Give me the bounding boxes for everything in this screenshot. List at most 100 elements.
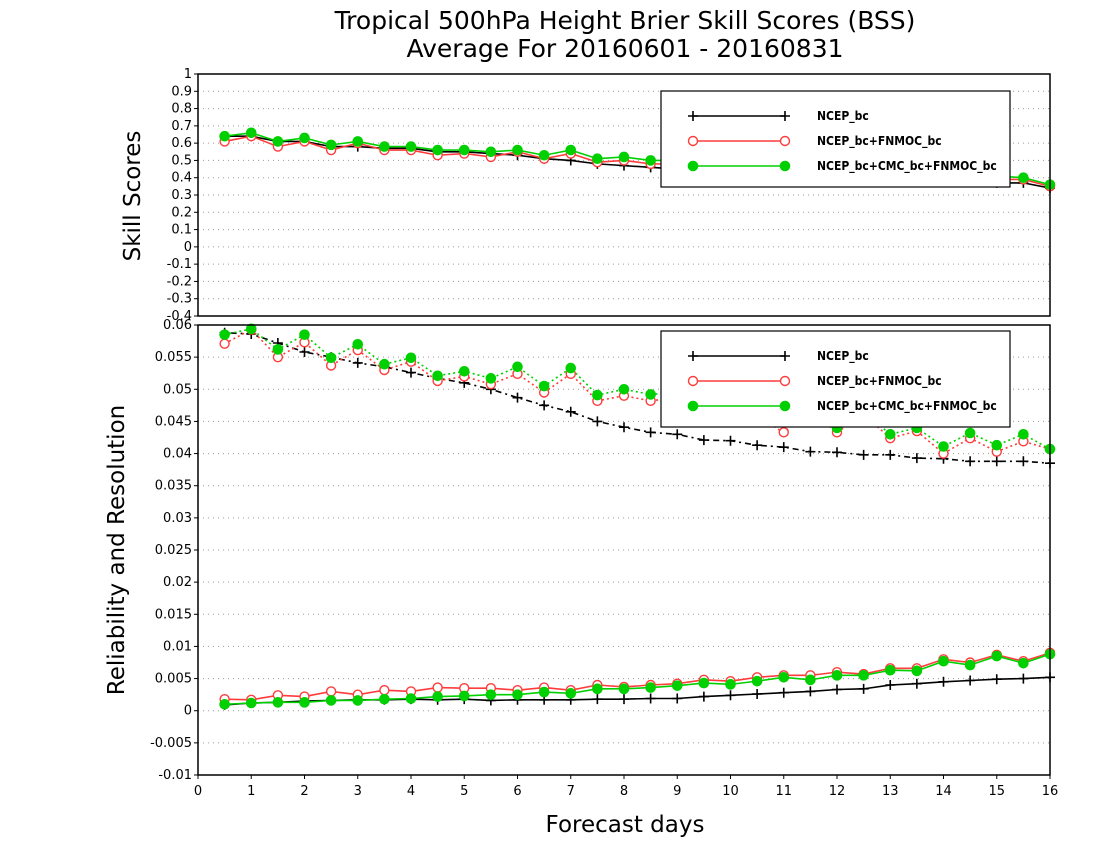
data-point	[432, 144, 443, 156]
data-point	[1018, 456, 1029, 467]
x-tick-label: 4	[407, 784, 415, 799]
data-point	[538, 380, 550, 392]
x-tick-label: 15	[988, 784, 1005, 799]
data-point	[299, 132, 310, 144]
data-point	[964, 659, 976, 671]
x-tick-label: 8	[620, 784, 628, 799]
data-point	[432, 691, 443, 702]
data-point	[885, 680, 896, 690]
data-point	[245, 127, 257, 139]
data-point	[245, 323, 257, 335]
data-point	[565, 362, 577, 374]
legend-marker	[780, 351, 790, 361]
data-point	[645, 427, 656, 438]
y-tick-label: 0.035	[155, 479, 192, 494]
data-point	[405, 693, 417, 704]
data-point	[672, 429, 683, 440]
data-point	[805, 446, 816, 457]
data-point	[272, 136, 284, 147]
data-point	[938, 441, 949, 452]
x-tick-label: 16	[1042, 784, 1059, 799]
data-point	[885, 449, 896, 460]
legend-marker	[688, 351, 698, 361]
y-tick-label: 0.6	[171, 136, 192, 151]
data-point	[778, 671, 790, 683]
legend: NCEP_bc NCEP_bc+FNMOC_bc NCEP_bc+CMC_bc+FN…	[660, 90, 1011, 188]
legend-marker	[687, 160, 699, 172]
data-point	[299, 347, 310, 357]
x-tick-label: 14	[935, 784, 952, 799]
y-tick-label: -0.3	[167, 292, 192, 307]
data-point	[938, 676, 949, 687]
data-point	[299, 329, 310, 340]
data-point	[725, 435, 736, 446]
x-tick-label: 9	[673, 784, 681, 799]
y-tick-label: 0.1	[171, 223, 192, 238]
data-point	[911, 665, 923, 677]
legend-label: NCEP_bc	[817, 349, 869, 364]
data-point	[805, 686, 816, 697]
data-point	[379, 693, 390, 705]
data-point	[1018, 172, 1029, 184]
data-point	[778, 687, 789, 698]
data-point	[858, 683, 869, 694]
data-point	[751, 675, 763, 687]
legend: NCEP_bc NCEP_bc+FNMOC_bc NCEP_bc+CMC_bc+FN…	[660, 330, 1011, 428]
data-point	[219, 130, 230, 142]
data-point	[512, 144, 523, 156]
data-point	[645, 389, 656, 400]
data-point	[619, 694, 629, 705]
data-point	[538, 149, 550, 161]
data-point	[219, 338, 230, 349]
data-point	[831, 670, 843, 681]
series-line	[224, 652, 1051, 701]
data-point	[618, 383, 630, 395]
y-tick-label: 0.2	[171, 205, 192, 220]
data-point	[778, 427, 789, 438]
data-point	[964, 427, 976, 439]
data-point	[485, 689, 497, 700]
data-point	[592, 683, 603, 695]
data-point	[858, 449, 869, 460]
y-tick-label: 0.015	[155, 607, 192, 622]
y-tick-label: -0.2	[167, 274, 192, 289]
y-tick-label: 0	[184, 240, 192, 255]
data-point	[618, 151, 630, 163]
data-point	[805, 674, 816, 686]
data-point	[1018, 428, 1029, 440]
data-point	[592, 153, 603, 164]
data-point	[884, 428, 896, 440]
data-point	[671, 680, 683, 691]
data-point	[565, 688, 577, 699]
legend-label: NCEP_bc+FNMOC_bc	[817, 134, 942, 149]
x-axis-label: Forecast days	[546, 812, 705, 838]
data-point	[325, 139, 337, 151]
y-tick-label: 1	[184, 67, 192, 82]
data-point	[352, 695, 364, 706]
y-tick-label: -0.005	[150, 736, 192, 751]
data-point	[485, 146, 497, 158]
data-point	[352, 338, 364, 350]
data-point	[379, 141, 390, 152]
bottom-y-axis-label: Reliability and Resolution	[104, 405, 130, 695]
x-tick-label: 10	[722, 784, 739, 799]
y-tick-label: 0.7	[171, 119, 192, 134]
x-tick-label: 1	[247, 784, 255, 799]
series-line	[224, 653, 1051, 706]
y-tick-label: 0.4	[171, 171, 192, 186]
data-point	[832, 447, 842, 458]
data-point	[698, 435, 709, 446]
legend-marker	[779, 375, 791, 387]
legend-box	[660, 90, 1011, 188]
top-y-axis-label: Skill Scores	[120, 131, 146, 262]
data-point	[325, 352, 337, 364]
data-point	[965, 675, 976, 686]
chart-subtitle: Average For 20160601 - 20160831	[406, 34, 843, 63]
data-point	[1018, 657, 1029, 669]
legend-label: NCEP_bc	[817, 109, 869, 124]
data-point	[991, 439, 1003, 451]
data-point	[911, 678, 922, 689]
data-point	[672, 693, 683, 704]
legend-marker	[687, 400, 699, 412]
data-point	[938, 655, 949, 667]
